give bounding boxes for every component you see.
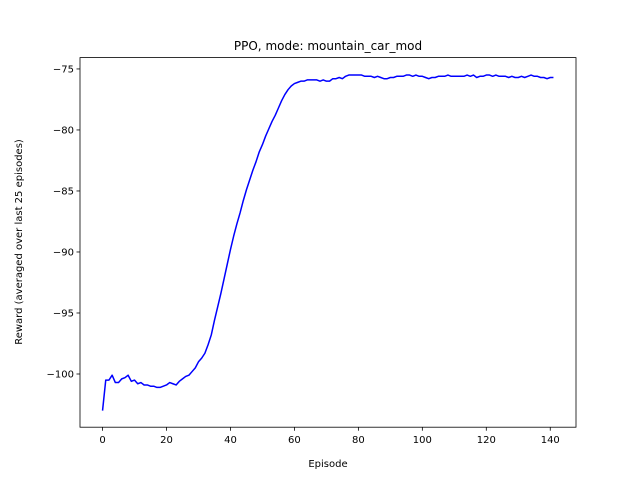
y-tick-label: −90 xyxy=(53,247,74,258)
x-tick-label: 0 xyxy=(99,435,105,446)
x-tick-label: 120 xyxy=(477,435,496,446)
y-tick-label: −100 xyxy=(47,369,74,380)
data-line xyxy=(101,74,554,411)
x-tick-label: 140 xyxy=(541,435,560,446)
y-tick-label: −75 xyxy=(53,64,74,75)
x-tick-label: 40 xyxy=(224,435,237,446)
y-tick-label: −85 xyxy=(53,186,74,197)
x-tick-label: 100 xyxy=(413,435,432,446)
x-tick-label: 80 xyxy=(352,435,365,446)
plot-frame xyxy=(79,57,577,428)
y-tick-label: −95 xyxy=(53,308,74,319)
y-axis-label: Reward (averaged over last 25 episodes) xyxy=(14,139,25,345)
x-tick-label: 20 xyxy=(160,435,173,446)
x-tick-label: 60 xyxy=(288,435,301,446)
chart-title: PPO, mode: mountain_car_mod xyxy=(234,39,422,53)
x-axis-label: Episode xyxy=(308,459,347,470)
y-tick-label: −80 xyxy=(53,125,74,136)
